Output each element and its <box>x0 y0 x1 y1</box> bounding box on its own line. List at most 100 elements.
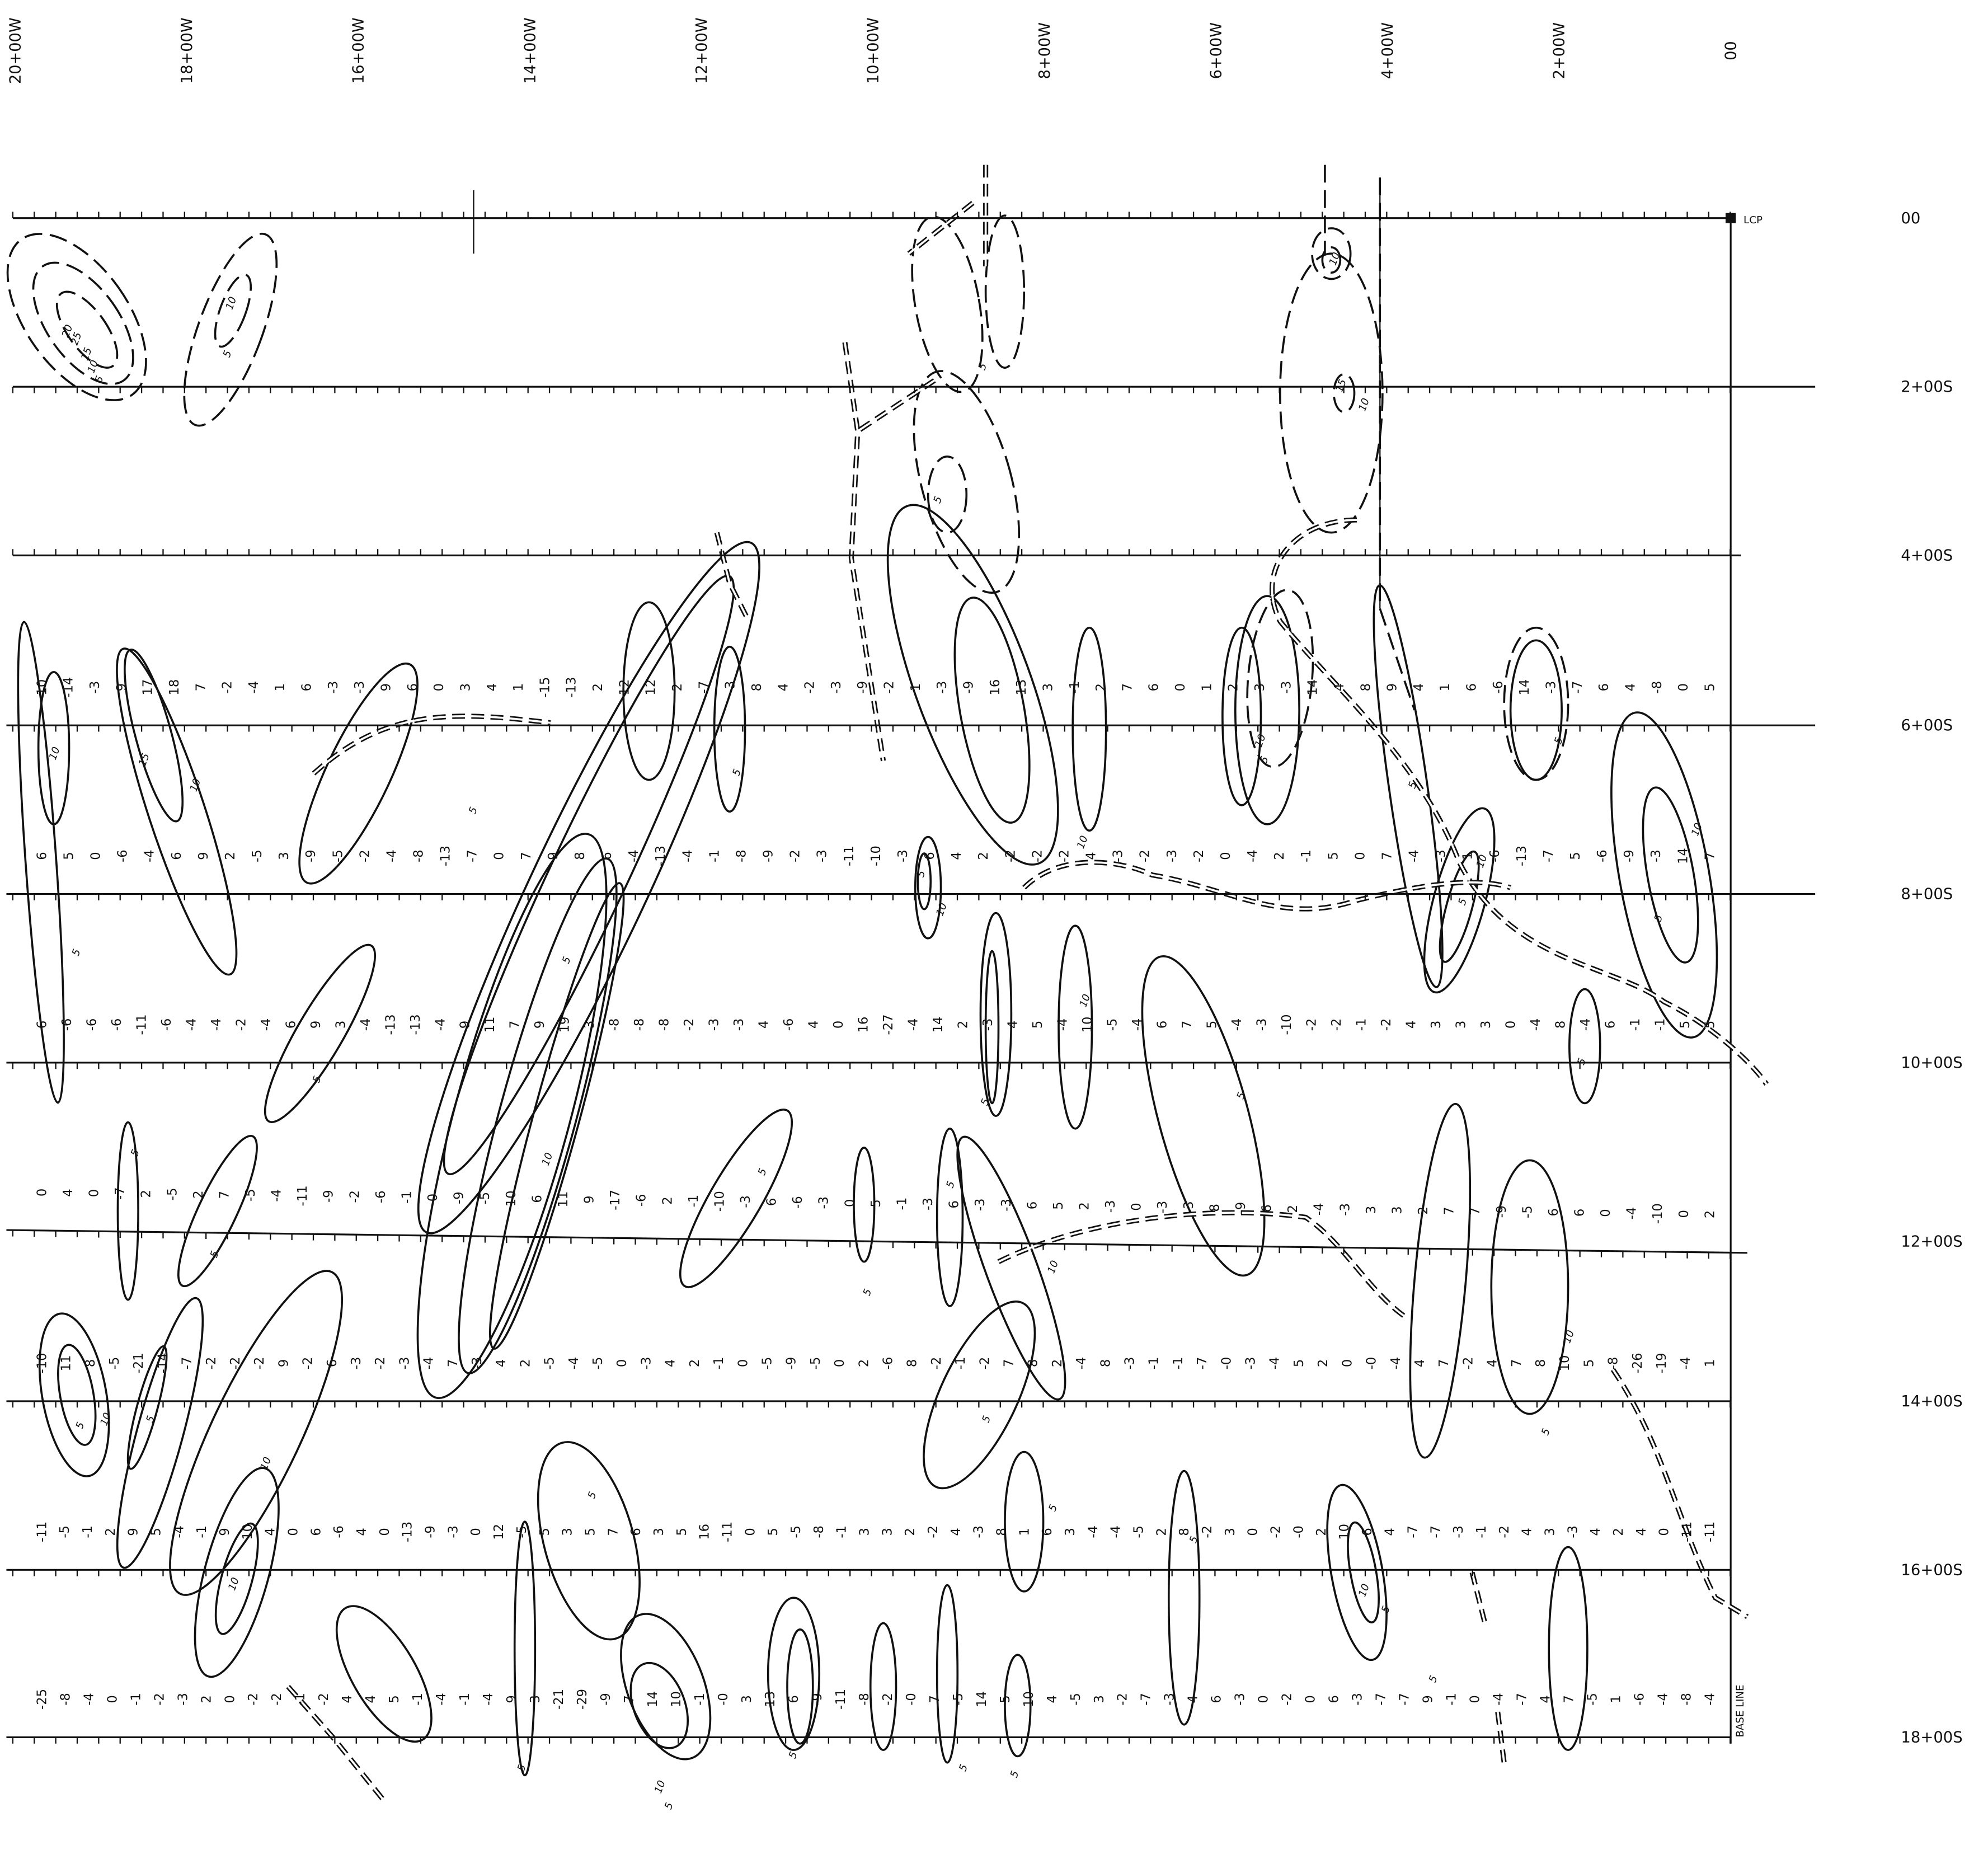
reading: -5 <box>789 1525 803 1538</box>
reading: -2 <box>802 681 817 694</box>
reading: 2 <box>660 1196 675 1204</box>
road <box>1472 1572 1504 1763</box>
contour-label: 5 <box>1427 1674 1440 1684</box>
reading: 3 <box>1223 1528 1238 1536</box>
reading: -3 <box>1451 1525 1466 1538</box>
reading: -4 <box>1230 1018 1244 1031</box>
reading: -2 <box>301 1357 316 1370</box>
reading: -4 <box>1529 1018 1543 1031</box>
contour <box>901 1287 1058 1503</box>
contour <box>1316 1481 1398 1664</box>
reading: -6 <box>1488 849 1502 862</box>
contour-label: 10 <box>652 1779 668 1795</box>
reading: -3 <box>973 1199 988 1212</box>
contour-label: 5 <box>730 767 744 777</box>
grid: LCP BASE LINE <box>1726 213 1763 1744</box>
contour-dashed <box>165 223 295 435</box>
reading: 0 <box>1173 683 1188 691</box>
reading: 3 <box>1063 1528 1078 1536</box>
contour <box>29 1308 120 1482</box>
reading: 2 <box>1226 683 1241 691</box>
row-label: 18+00S <box>1901 1729 1962 1747</box>
page: html,body{margin:0;padding:0;background:… <box>0 0 1988 1859</box>
contour-label: 5 <box>756 1167 769 1177</box>
contour <box>249 934 391 1133</box>
reading: -13 <box>383 1014 398 1035</box>
reading: 8 <box>994 1528 1009 1536</box>
row-label: 00 <box>1901 210 1920 227</box>
reading: 7 <box>1510 1359 1524 1367</box>
reading: -11 <box>834 1689 848 1710</box>
reading: -2 <box>1268 1525 1283 1538</box>
reading: -1 <box>1299 849 1314 862</box>
contour-label: 5 <box>976 362 990 372</box>
reading: -1 <box>458 1693 472 1706</box>
reading: -27 <box>881 1014 896 1035</box>
reading: 4 <box>1084 852 1098 860</box>
reading: 0 <box>1246 1528 1261 1536</box>
reading: -1 <box>411 1693 425 1706</box>
reading: 3 <box>333 1021 348 1029</box>
reading: -2 <box>1304 1018 1319 1031</box>
reading: 11 <box>556 1191 571 1208</box>
reading: 9 <box>126 1528 141 1536</box>
reading: -2 <box>682 1018 697 1031</box>
column-label: 10+00W <box>864 17 882 84</box>
reading: -1 <box>1354 1018 1369 1031</box>
reading: -3 <box>353 681 367 694</box>
reading: 4 <box>1045 1695 1060 1703</box>
contour <box>1569 989 1600 1104</box>
reading: -3 <box>1434 849 1448 862</box>
reading: -3 <box>1182 1201 1196 1214</box>
reading: -7 <box>1541 849 1556 862</box>
contour-label: 15 <box>137 752 152 768</box>
reading: -9 <box>304 849 318 862</box>
reading: 12 <box>617 679 632 696</box>
reading: -1 <box>1653 1018 1667 1031</box>
reading: -5 <box>809 1357 823 1370</box>
reading: 1 <box>1461 852 1475 860</box>
reading: 5 <box>1678 1021 1693 1029</box>
reading: 13 <box>1014 679 1029 696</box>
reading: -4 <box>1130 1018 1145 1031</box>
reading: -3 <box>1122 1357 1137 1370</box>
reading: -8 <box>411 849 426 862</box>
reading: 17 <box>141 679 156 696</box>
reading: -1 <box>400 1191 414 1204</box>
reading: -3 <box>1649 849 1663 862</box>
reading: 6 <box>1327 1695 1342 1703</box>
reading: 3 <box>1390 1206 1404 1214</box>
reading: -5 <box>58 1525 72 1538</box>
reading: -3 <box>935 681 950 694</box>
reading: 18 <box>167 679 182 696</box>
reading: -9 <box>322 1190 336 1203</box>
contour-label: 5 <box>129 1148 142 1158</box>
reading: -5 <box>1105 1018 1120 1031</box>
contour-label: 5 <box>944 1180 957 1190</box>
reading: 0 <box>105 1695 120 1703</box>
reading: 3 <box>857 1528 872 1536</box>
contour-label: 10 <box>47 745 63 762</box>
column-label: 14+00W <box>521 17 539 84</box>
contour-label: 5 <box>861 1287 875 1297</box>
reading: 7 <box>622 1695 637 1703</box>
contour-label: 10 <box>188 777 204 794</box>
reading: -7 <box>1374 1693 1388 1706</box>
reading: 3 <box>1429 1021 1444 1029</box>
reading: 6 <box>1210 1695 1224 1703</box>
reading: -9 <box>784 1357 799 1370</box>
reading: -2 <box>1329 1018 1344 1031</box>
reading: 2 <box>1286 1205 1300 1213</box>
reading: -8 <box>812 1525 826 1538</box>
reading: 0 <box>88 852 103 860</box>
reading: -4 <box>481 1693 496 1706</box>
reading: -11 <box>295 1185 310 1206</box>
reading: 2 <box>591 683 605 691</box>
reading: -13 <box>408 1014 423 1035</box>
reading: -3 <box>1544 681 1558 694</box>
reading: -26 <box>1630 1353 1645 1373</box>
reading: -2 <box>1379 1018 1394 1031</box>
row-label: 8+00S <box>1901 886 1953 903</box>
reading: -2 <box>317 1693 331 1706</box>
contour-dashed <box>0 210 174 424</box>
